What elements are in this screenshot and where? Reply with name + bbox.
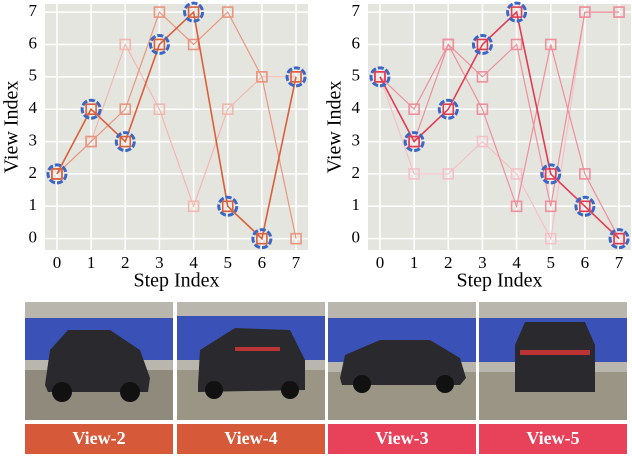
photo	[328, 302, 476, 420]
y-tick-label: 4	[29, 98, 38, 117]
x-axis-label: Step Index	[456, 270, 542, 292]
y-axis-label: View Index	[324, 81, 346, 174]
y-tick-label: 4	[352, 98, 361, 117]
y-tick-label: 6	[29, 33, 38, 52]
x-axis-label: Step Index	[133, 270, 219, 292]
caption: View-4	[224, 428, 277, 448]
photo	[177, 302, 325, 420]
y-axis-label: View Index	[1, 81, 23, 174]
x-tick-label: 5	[223, 253, 232, 272]
photos	[25, 302, 627, 420]
x-tick-label: 7	[615, 253, 624, 272]
x-tick-label: 5	[546, 253, 555, 272]
x-tick-label: 1	[410, 253, 419, 272]
y-tick-label: 7	[352, 1, 361, 20]
y-tick-label: 3	[29, 130, 38, 149]
x-tick-label: 0	[53, 253, 62, 272]
x-tick-label: 7	[292, 253, 301, 272]
y-tick-label: 2	[352, 163, 361, 182]
x-tick-label: 2	[444, 253, 453, 272]
y-tick-label: 0	[352, 228, 361, 247]
photo	[479, 302, 627, 420]
x-tick-label: 6	[581, 253, 590, 272]
x-tick-label: 2	[121, 253, 130, 272]
x-tick-label: 1	[87, 253, 96, 272]
caption: View-2	[72, 428, 125, 448]
x-tick-label: 6	[258, 253, 267, 272]
y-tick-label: 6	[352, 33, 361, 52]
caption: View-3	[375, 428, 428, 448]
figure: View-2 View-4 View-3 View-5 0 1 2 3 4 5 6 7 0 1 2 3 4 5 6…	[0, 0, 632, 456]
y-tick-label: 3	[352, 130, 361, 149]
y-tick-label: 5	[29, 66, 38, 85]
y-tick-label: 5	[352, 66, 361, 85]
plot-area	[45, 4, 308, 250]
y-tick-label: 1	[29, 195, 38, 214]
x-tick-label: 0	[376, 253, 385, 272]
y-tick-label: 0	[29, 228, 38, 247]
captions: View-2 View-4 View-3 View-5	[25, 424, 627, 454]
y-tick-label: 2	[29, 163, 38, 182]
photo	[25, 302, 173, 420]
caption: View-5	[526, 428, 579, 448]
y-tick-label: 7	[29, 1, 38, 20]
y-tick-label: 1	[352, 195, 361, 214]
